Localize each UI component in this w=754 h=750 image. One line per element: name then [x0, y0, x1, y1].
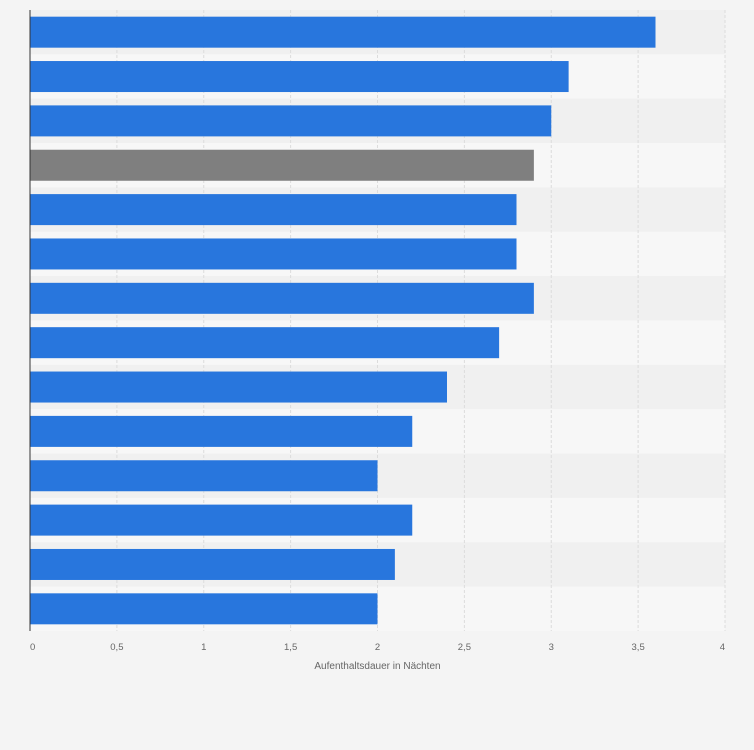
x-tick-label: 1: [201, 642, 206, 653]
x-axis-title: Aufenthaltsdauer in Nächten: [314, 661, 440, 672]
bar[interactable]: [30, 194, 517, 226]
bar[interactable]: [30, 327, 500, 359]
bar[interactable]: [30, 61, 569, 93]
bar[interactable]: [30, 105, 552, 137]
bars: [30, 16, 656, 625]
x-tick-label: 0,5: [110, 642, 123, 653]
x-tick-label: 0: [30, 642, 35, 653]
bar[interactable]: [30, 16, 656, 48]
bar[interactable]: [30, 238, 517, 270]
bar[interactable]: [30, 415, 413, 447]
bar[interactable]: [30, 460, 378, 492]
bar[interactable]: [30, 548, 395, 580]
x-tick-label: 2,5: [458, 642, 471, 653]
bar[interactable]: [30, 504, 413, 536]
bar[interactable]: [30, 149, 534, 181]
x-tick-label: 3: [549, 642, 554, 653]
x-tick-label: 1,5: [284, 642, 297, 653]
bar[interactable]: [30, 282, 534, 314]
bar[interactable]: [30, 593, 378, 625]
x-tick-label: 4: [720, 642, 725, 653]
x-tick-label: 2: [375, 642, 380, 653]
x-tick-label: 3,5: [632, 642, 645, 653]
x-axis-ticks: 0 0,5 1 1,5 2 2,5 3 3,5 4: [30, 642, 725, 653]
bar[interactable]: [30, 371, 447, 403]
